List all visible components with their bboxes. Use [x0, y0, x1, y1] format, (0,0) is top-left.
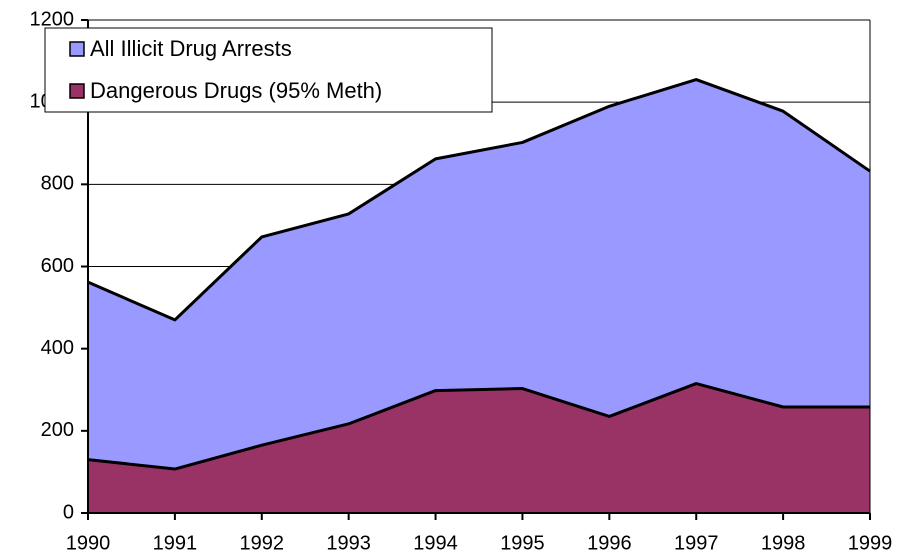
area-line	[87, 382, 870, 471]
legend-swatch	[69, 83, 85, 99]
y-tick-label: 0	[63, 501, 74, 523]
x-tick-label: 1994	[413, 532, 458, 554]
y-tick-label: 200	[41, 419, 74, 441]
y-tick-label: 1200	[30, 8, 75, 30]
x-tick-label: 1997	[674, 532, 719, 554]
x-tick-label: 1998	[761, 532, 806, 554]
y-tick-label: 400	[41, 337, 74, 359]
legend-label: All Illicit Drug Arrests	[90, 36, 292, 61]
area	[88, 383, 870, 513]
y-tick-label: 800	[41, 173, 74, 195]
x-tick-label: 1990	[66, 532, 111, 554]
x-tick-label: 1996	[587, 532, 632, 554]
legend-swatch	[69, 41, 85, 57]
x-tick-label: 1992	[240, 532, 285, 554]
x-tick-label: 1993	[326, 532, 371, 554]
y-tick-label: 600	[41, 255, 74, 277]
x-tick-label: 1999	[848, 532, 893, 554]
legend-box	[44, 27, 493, 113]
legend-label: Dangerous Drugs (95% Meth)	[90, 78, 382, 103]
x-tick-label: 1991	[153, 532, 198, 554]
area-line	[87, 78, 871, 322]
x-tick-label: 1995	[500, 532, 545, 554]
